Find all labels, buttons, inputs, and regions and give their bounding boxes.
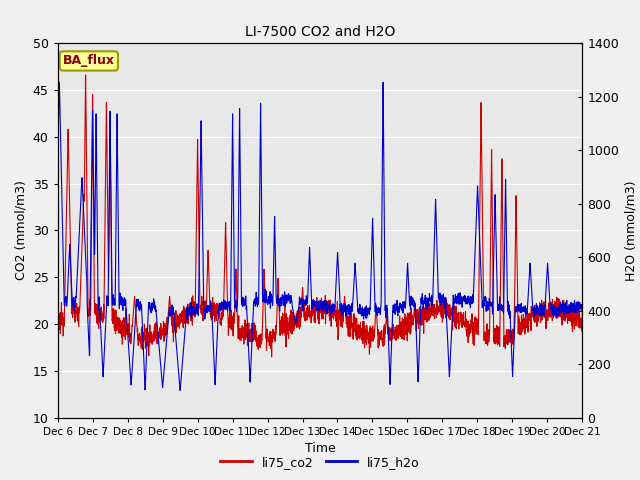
- Legend: li75_co2, li75_h2o: li75_co2, li75_h2o: [215, 451, 425, 474]
- X-axis label: Time: Time: [305, 442, 335, 455]
- Y-axis label: CO2 (mmol/m3): CO2 (mmol/m3): [14, 180, 27, 280]
- Y-axis label: H2O (mmol/m3): H2O (mmol/m3): [625, 180, 637, 281]
- Title: LI-7500 CO2 and H2O: LI-7500 CO2 and H2O: [245, 25, 395, 39]
- Text: BA_flux: BA_flux: [63, 54, 115, 67]
